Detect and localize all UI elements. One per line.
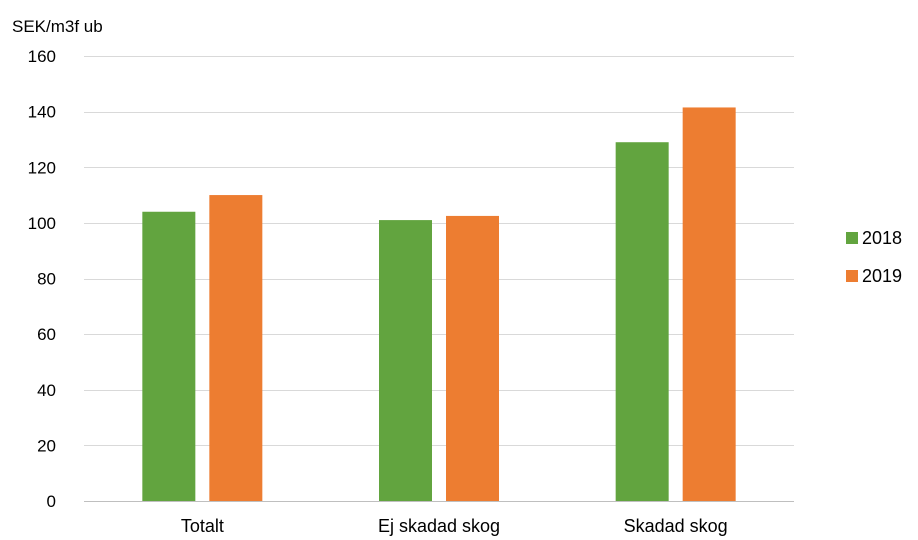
y-tick-label: 140	[28, 103, 56, 122]
legend-label-2018: 2018	[862, 228, 902, 248]
category-label: Totalt	[181, 516, 224, 536]
legend-label-2019: 2019	[862, 266, 902, 286]
y-tick-labels: 0 20 40 60 80 100 120 140 160	[28, 47, 56, 511]
y-axis-unit-label: SEK/m3f ub	[12, 17, 103, 36]
bar-2018-0	[142, 211, 196, 501]
bar-2019-2	[682, 107, 736, 501]
bar-2019-0	[209, 195, 263, 501]
y-tick-label: 0	[47, 492, 56, 511]
bars	[142, 107, 736, 501]
y-tick-label: 80	[37, 270, 56, 289]
y-tick-label: 40	[37, 381, 56, 400]
gridlines	[84, 56, 794, 502]
y-tick-label: 60	[37, 325, 56, 344]
y-tick-label: 100	[28, 214, 56, 233]
category-labels: Totalt Ej skadad skog Skadad skog	[181, 516, 728, 536]
y-tick-label: 120	[28, 158, 56, 177]
bar-2019-1	[446, 215, 499, 501]
y-tick-label: 160	[28, 47, 56, 66]
y-tick-label: 20	[37, 436, 56, 455]
category-label: Ej skadad skog	[378, 516, 500, 536]
bar-2018-1	[379, 220, 432, 501]
bar-2018-2	[615, 142, 669, 501]
category-label: Skadad skog	[624, 516, 728, 536]
legend: 2018 2019	[846, 228, 902, 286]
legend-swatch-2018	[846, 232, 858, 244]
legend-swatch-2019	[846, 270, 858, 282]
